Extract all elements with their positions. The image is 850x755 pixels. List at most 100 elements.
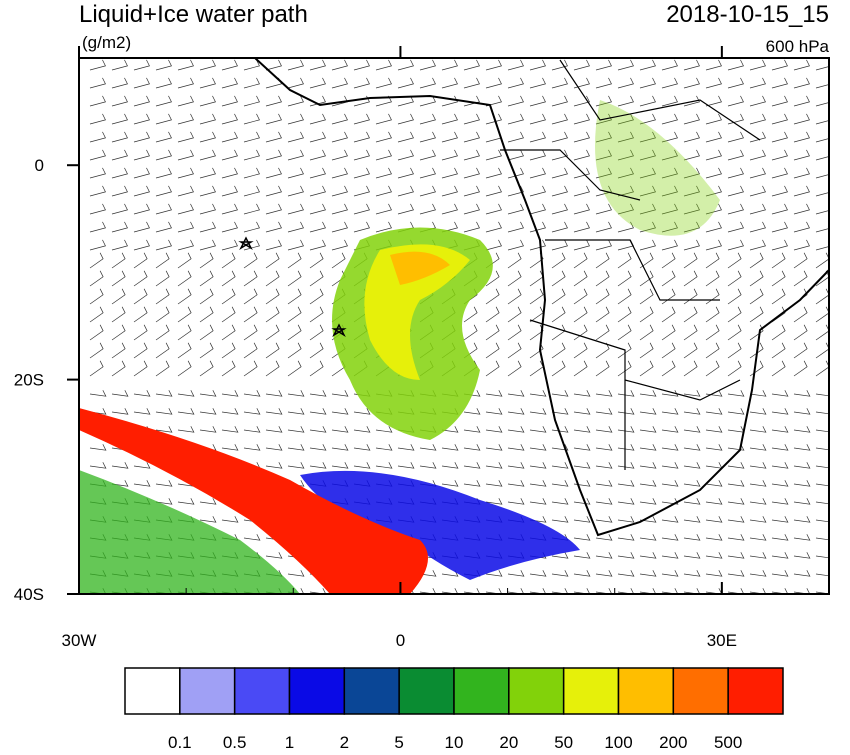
barb — [265, 462, 283, 469]
barb — [221, 360, 236, 377]
barb — [793, 113, 810, 125]
barb — [661, 462, 679, 469]
barb — [287, 426, 305, 433]
barb — [661, 444, 679, 451]
barb — [243, 149, 260, 161]
barb — [573, 390, 591, 397]
barb — [639, 342, 654, 359]
barb — [793, 480, 811, 487]
barb — [793, 342, 808, 359]
barb — [89, 390, 107, 397]
barb — [617, 270, 632, 287]
barb — [793, 149, 810, 161]
barb — [529, 390, 547, 397]
barb — [133, 342, 148, 359]
cloud-yellow — [364, 244, 470, 380]
barb — [111, 131, 128, 143]
barb — [89, 131, 106, 143]
barb — [485, 221, 502, 233]
barb — [331, 203, 348, 215]
barb — [133, 167, 150, 179]
barb — [177, 95, 194, 107]
barb — [683, 113, 700, 125]
barb — [463, 221, 480, 233]
barb — [529, 167, 546, 179]
barb — [221, 306, 236, 323]
barb — [507, 95, 524, 107]
barb — [661, 270, 676, 287]
barb — [551, 203, 568, 215]
barb — [771, 324, 786, 341]
barb — [507, 390, 525, 397]
barb — [419, 203, 436, 215]
barb — [749, 588, 767, 594]
barb — [815, 444, 829, 451]
barb — [749, 131, 766, 143]
barb — [661, 95, 678, 107]
barb — [771, 498, 789, 505]
barb — [793, 390, 811, 397]
barb — [771, 390, 789, 397]
borders — [500, 59, 761, 470]
barb — [419, 462, 437, 469]
barb — [243, 221, 260, 233]
barb — [661, 239, 678, 251]
barb — [793, 306, 808, 323]
barb — [639, 203, 656, 215]
barb — [617, 252, 632, 269]
barb — [199, 221, 216, 233]
barb — [309, 324, 324, 341]
barb — [639, 408, 657, 415]
barb — [639, 534, 657, 541]
color-label: 500 — [714, 733, 742, 750]
barb — [309, 59, 326, 71]
barb — [551, 59, 568, 71]
barb — [771, 252, 786, 269]
barb — [793, 270, 808, 287]
barb — [529, 239, 546, 251]
barb — [155, 185, 172, 197]
axes: 30W 0 30E 0 20S 40S — [14, 46, 830, 650]
barb — [485, 498, 503, 505]
barb — [529, 288, 544, 305]
barb — [573, 324, 588, 341]
barb — [353, 59, 370, 71]
barb — [441, 444, 459, 451]
date: 2018-10-15_15 — [666, 1, 829, 28]
barb — [793, 408, 811, 415]
barb — [309, 167, 326, 179]
barb — [793, 534, 811, 541]
barb — [177, 426, 195, 433]
barb — [397, 131, 414, 143]
barb — [727, 462, 745, 469]
barb — [573, 480, 591, 487]
barb — [331, 185, 348, 197]
barb — [265, 239, 282, 251]
barb — [771, 516, 789, 523]
barb — [243, 77, 260, 89]
barb — [111, 221, 128, 233]
barb — [573, 167, 590, 179]
coastline — [254, 58, 829, 537]
barb — [639, 360, 654, 377]
barb — [705, 185, 722, 197]
barb — [265, 360, 280, 377]
barb — [507, 59, 524, 71]
barb — [529, 324, 544, 341]
barb — [375, 221, 392, 233]
barb — [155, 306, 170, 323]
barb — [595, 288, 610, 305]
color-label: 200 — [659, 733, 687, 750]
barb — [331, 149, 348, 161]
barb — [595, 324, 610, 341]
color-box — [233, 667, 291, 715]
barb — [815, 324, 829, 341]
barb — [683, 324, 698, 341]
barb — [309, 95, 326, 107]
barb — [331, 77, 348, 89]
barb — [705, 77, 722, 89]
barb — [265, 131, 282, 143]
barb — [683, 342, 698, 359]
barb — [441, 203, 458, 215]
